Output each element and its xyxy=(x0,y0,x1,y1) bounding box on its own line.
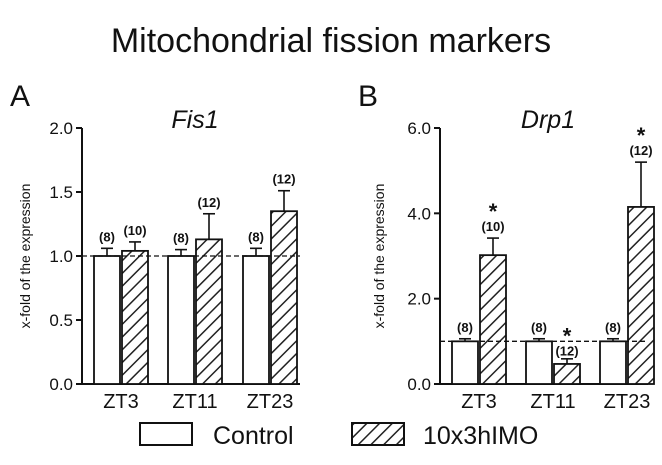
y-tick-label: 0.0 xyxy=(49,375,73,394)
y-tick-label: 6.0 xyxy=(407,119,431,138)
x-tick-label: ZT11 xyxy=(172,391,217,413)
legend-swatch-control xyxy=(139,422,193,446)
legend: Control 10x3hIMO xyxy=(139,422,538,450)
n-label: (8) xyxy=(173,231,189,246)
x-tick-label: ZT23 xyxy=(247,391,294,413)
bar-control-zt23 xyxy=(599,340,627,385)
legend-label-control: Control xyxy=(213,422,294,450)
y-axis-label: x-fold of the expression xyxy=(371,184,387,329)
n-label: (8) xyxy=(605,320,621,335)
x-tick-label: ZT11 xyxy=(530,391,575,413)
x-tick-label: ZT3 xyxy=(103,391,139,413)
bar-control-zt23 xyxy=(242,255,270,385)
y-tick-label: 2.0 xyxy=(407,290,431,309)
x-tick-label: ZT23 xyxy=(604,391,651,413)
y-axis-label: x-fold of the expression xyxy=(17,184,33,329)
n-label: (8) xyxy=(99,229,115,244)
panel-a-title: Fis1 xyxy=(171,106,218,134)
bar-control-zt3 xyxy=(451,340,479,385)
n-label: (10) xyxy=(123,223,146,238)
panel-b-letter: B xyxy=(358,80,378,113)
bar-control-zt3 xyxy=(93,255,121,385)
y-tick-label: 1.0 xyxy=(49,247,73,266)
figure-title: Mitochondrial fission markers xyxy=(111,22,551,60)
y-tick-label: 4.0 xyxy=(407,204,431,223)
n-label: (12) xyxy=(629,143,652,158)
n-label: (8) xyxy=(248,229,264,244)
x-tick-label: ZT3 xyxy=(461,391,497,413)
legend-label-imo: 10x3hIMO xyxy=(423,422,538,450)
n-label: (12) xyxy=(197,195,220,210)
panel-b-title: Drp1 xyxy=(521,106,575,134)
n-label: (12) xyxy=(272,172,295,187)
bar-imo-zt11 xyxy=(195,238,223,385)
bar-imo-zt3 xyxy=(121,249,149,385)
bar-imo-zt11 xyxy=(553,363,581,385)
n-label: (10) xyxy=(481,219,504,234)
y-tick-label: 0.0 xyxy=(407,375,431,394)
significance-marker: * xyxy=(563,323,572,348)
y-tick-label: 1.5 xyxy=(49,183,73,202)
significance-marker: * xyxy=(489,199,498,224)
bar-control-zt11 xyxy=(525,340,553,385)
y-tick-label: 2.0 xyxy=(49,119,73,138)
n-label: (8) xyxy=(531,320,547,335)
bar-imo-zt23 xyxy=(270,210,298,385)
bar-imo-zt3 xyxy=(479,254,507,385)
y-tick-label: 0.5 xyxy=(49,311,73,330)
n-label: (12) xyxy=(555,343,578,358)
panel-b-drp1: B Drp1 x-fold of the expression 0.0 2.0 4.0 6.… xyxy=(358,80,655,413)
bar-control-zt11 xyxy=(167,255,195,385)
n-label: (8) xyxy=(457,320,473,335)
panel-a-fis1: A Fis1 x-fold of the expression 0.0 0.5 1.0 1.… xyxy=(10,80,300,413)
bar-imo-zt23 xyxy=(627,206,655,385)
legend-swatch-imo xyxy=(351,422,405,446)
significance-marker: * xyxy=(637,123,646,148)
panel-a-letter: A xyxy=(10,80,30,113)
